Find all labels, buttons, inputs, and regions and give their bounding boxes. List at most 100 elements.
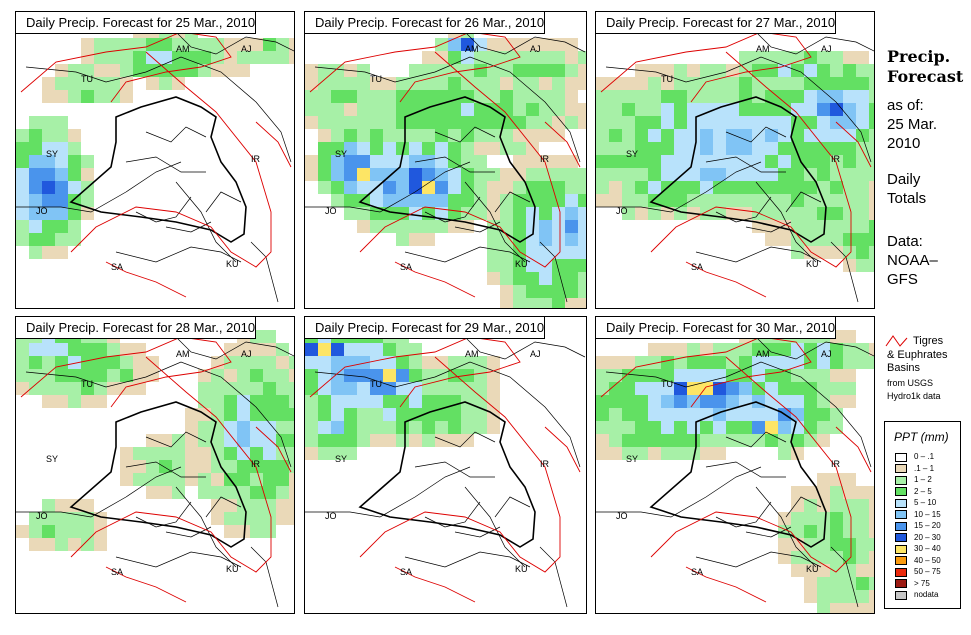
precip-cell [198, 51, 211, 64]
precip-cell [565, 181, 578, 194]
precip-cell [552, 207, 565, 220]
precip-cell [713, 155, 726, 168]
precip-cell [700, 90, 713, 103]
precip-cell [687, 90, 700, 103]
precip-cell [357, 142, 370, 155]
precip-cell [250, 525, 263, 538]
precip-cell [513, 194, 526, 207]
admin-boundary [755, 486, 817, 568]
precip-cell [198, 486, 211, 499]
country-label: SY [626, 149, 638, 159]
precip-cell [305, 395, 318, 408]
precip-cell [289, 486, 294, 499]
precip-cell [726, 434, 739, 447]
precip-cell [370, 207, 383, 220]
precip-cell [81, 369, 94, 382]
precip-cell [817, 408, 830, 421]
precip-cell [29, 356, 42, 369]
precip-cell [791, 395, 804, 408]
precip-cell [305, 408, 318, 421]
precip-cell [713, 369, 726, 382]
precip-cell [552, 64, 565, 77]
precip-cell [596, 129, 609, 142]
precip-cell [804, 538, 817, 551]
forecast-panel-28: Daily Precip. Forecast for 28 Mar., 2010… [15, 316, 295, 614]
precip-cell [648, 64, 661, 77]
precip-cell [224, 408, 237, 421]
precip-cell [687, 155, 700, 168]
precip-cell [713, 447, 726, 460]
precip-cell [344, 129, 357, 142]
precip-cell [94, 356, 107, 369]
admin-boundary [596, 161, 762, 213]
precip-cell [331, 369, 344, 382]
precip-cell [331, 356, 344, 369]
precip-cell [856, 194, 869, 207]
precip-cell [396, 181, 409, 194]
precip-cell [596, 421, 609, 434]
precip-cell [318, 382, 331, 395]
precip-cell [804, 551, 817, 564]
totals-line: Daily [887, 171, 921, 188]
precip-cell [513, 142, 526, 155]
precip-cell [422, 51, 435, 64]
country-label: JO [325, 511, 337, 521]
precip-cell [159, 486, 172, 499]
precip-cell [172, 447, 185, 460]
precip-cell [120, 343, 133, 356]
precip-cell [487, 38, 500, 51]
precip-cell [68, 181, 81, 194]
precip-cell [552, 51, 565, 64]
precip-cell [856, 181, 869, 194]
precip-cell [396, 90, 409, 103]
precip-cell [526, 168, 539, 181]
precip-cell [331, 181, 344, 194]
precip-cell [817, 356, 830, 369]
precip-cell [383, 369, 396, 382]
basin-legend-source: from USGS Hydro1k data [887, 377, 941, 403]
precip-cell [765, 356, 778, 369]
admin-boundary [125, 461, 206, 478]
precip-cell [765, 103, 778, 116]
admin-boundary [725, 126, 787, 143]
precip-cell [331, 129, 344, 142]
precip-cell [609, 142, 622, 155]
precip-cell [448, 220, 461, 233]
precip-cell [435, 207, 448, 220]
precip-cell [578, 259, 586, 272]
basin-boundary [685, 566, 767, 603]
precip-cell [526, 220, 539, 233]
precip-cell [752, 434, 765, 447]
precip-cell [791, 168, 804, 181]
precip-cell [55, 116, 68, 129]
precip-cell [487, 233, 500, 246]
precip-cell [344, 168, 357, 181]
precip-cell [817, 155, 830, 168]
precip-cell [830, 564, 843, 577]
precip-cell [198, 434, 211, 447]
precip-cell [713, 343, 726, 356]
precip-cell [224, 64, 237, 77]
precip-cell [211, 382, 224, 395]
precip-cell [55, 168, 68, 181]
precip-cell [565, 38, 578, 51]
precip-cell [94, 343, 107, 356]
precip-cell [331, 103, 344, 116]
precip-cell [487, 181, 500, 194]
precip-grid [16, 25, 294, 259]
precip-cell [552, 90, 565, 103]
precip-cell [856, 551, 869, 564]
precip-cell [817, 51, 830, 64]
ppt-legend-swatch [895, 510, 907, 519]
precip-cell [778, 168, 791, 181]
precip-cell [383, 194, 396, 207]
precip-cell [250, 486, 263, 499]
precip-cell [713, 90, 726, 103]
precip-cell [435, 194, 448, 207]
precip-cell [752, 129, 765, 142]
precip-cell [211, 395, 224, 408]
precip-cell [843, 103, 856, 116]
precip-cell [526, 155, 539, 168]
precip-cell [68, 369, 81, 382]
precip-cell [409, 395, 422, 408]
